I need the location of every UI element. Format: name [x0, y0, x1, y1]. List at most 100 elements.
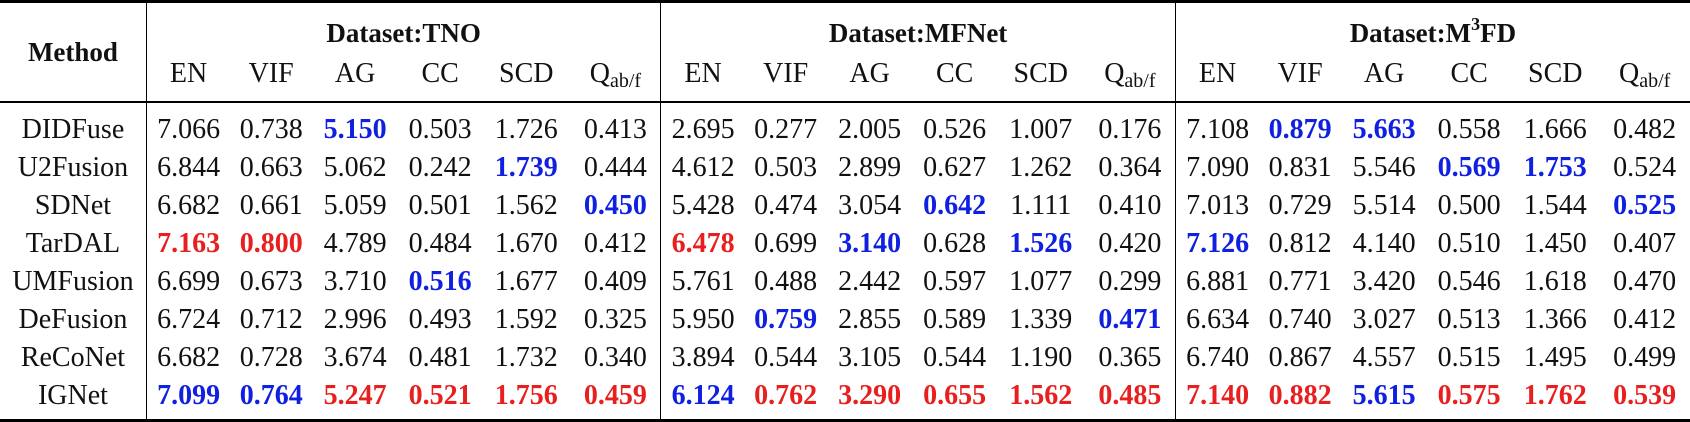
metric-value-cell: 0.412 [583, 228, 647, 259]
metric-value-cell: 0.655 [923, 380, 987, 411]
metric-value-cell: 1.739 [494, 152, 558, 183]
table-row: ReCoNet 6.682 0.728 3.674 0.481 1.732 0.340 3.8… [0, 339, 1690, 377]
metric-label: SCD [499, 57, 554, 89]
metric-label-subscript: ab/f [1639, 69, 1671, 92]
metric-value-cell: 0.546 [1437, 266, 1501, 297]
metric-value-cell: 3.140 [838, 228, 902, 259]
metric-value-cell: 0.277 [754, 114, 818, 145]
metric-label: VIF [248, 57, 294, 89]
metric-label: VIF [1277, 57, 1323, 89]
metric-label: VIF [763, 57, 809, 89]
metric-value-cell: 0.409 [583, 266, 647, 297]
metric-header: CC [1427, 49, 1511, 102]
metric-value-cell: 3.420 [1352, 266, 1416, 297]
metric-value-cell: 0.482 [1613, 114, 1677, 145]
table-row: TarDAL 7.163 0.800 4.789 0.484 1.670 0.412 6.47… [0, 225, 1690, 263]
metric-value-cell: 5.546 [1352, 152, 1416, 183]
metric-header: Qab/f [570, 49, 660, 102]
metric-value-cell: 0.450 [583, 190, 647, 221]
metric-value-cell: 3.105 [838, 342, 902, 373]
metric-value-cell: 3.674 [323, 342, 387, 373]
dataset-label: Dataset:TNO [326, 18, 481, 48]
metric-value-cell: 7.108 [1174, 102, 1260, 149]
metric-value-cell: 5.062 [323, 152, 387, 183]
method-name-cell: IGNet [37, 380, 108, 411]
metric-value-cell: 4.557 [1352, 342, 1416, 373]
metric-value-cell: 0.762 [754, 380, 818, 411]
metric-value-cell: 0.513 [1437, 304, 1501, 335]
metric-value-cell: 2.855 [838, 304, 902, 335]
metric-value-cell: 6.682 [145, 187, 231, 225]
metric-value-cell: 1.077 [1009, 266, 1073, 297]
metric-value-cell: 1.562 [494, 190, 558, 221]
metric-value-cell: 0.459 [583, 380, 647, 411]
table-body: DIDFuse 7.066 0.738 5.150 0.503 1.726 0.413 2.6… [0, 102, 1690, 421]
metric-label: AG [1363, 57, 1405, 89]
metric-value-cell: 0.510 [1437, 228, 1501, 259]
metric-value-cell: 5.663 [1352, 114, 1416, 145]
metric-label-subscript: ab/f [609, 69, 642, 92]
metric-value-cell: 0.558 [1437, 114, 1501, 145]
metric-label: EN [684, 57, 722, 89]
metric-value-cell: 0.364 [1098, 152, 1162, 183]
table-row: SDNet 6.682 0.661 5.059 0.501 1.562 0.450 5.428… [0, 187, 1690, 225]
metric-value-cell: 0.699 [754, 228, 818, 259]
metric-header: AG [1341, 49, 1427, 102]
metric-value-cell: 3.027 [1352, 304, 1416, 335]
method-column-header: Method [27, 36, 118, 67]
metric-value-cell: 1.592 [494, 304, 558, 335]
metric-value-cell: 0.501 [408, 190, 472, 221]
dataset-label-superscript: 3 [1471, 14, 1481, 34]
method-name-cell: UMFusion [12, 266, 134, 297]
metric-value-cell: 0.882 [1268, 380, 1332, 411]
metric-value-cell: 0.325 [583, 304, 647, 335]
metric-value-cell: 6.699 [145, 263, 231, 301]
metric-value-cell: 0.444 [583, 152, 647, 183]
metric-value-cell: 0.365 [1098, 342, 1162, 373]
metric-value-cell: 0.176 [1098, 114, 1162, 145]
metric-value-cell: 7.163 [145, 225, 231, 263]
metric-value-cell: 7.090 [1174, 149, 1260, 187]
metric-label-subscript: ab/f [1124, 69, 1156, 92]
table-header: Method Dataset:TNO Dataset:MFNet Dataset:M3… [0, 1, 1690, 102]
table-row: U2Fusion 6.844 0.663 5.062 0.242 1.739 0.444 4.… [0, 149, 1690, 187]
metric-header: EN [145, 49, 231, 102]
metric-value-cell: 6.682 [145, 339, 231, 377]
metric-value-cell: 0.575 [1437, 380, 1501, 411]
metric-value-cell: 5.761 [660, 263, 745, 301]
metric-label: AG [334, 57, 376, 89]
metric-value-cell: 0.413 [583, 114, 647, 145]
metric-value-cell: 0.499 [1613, 342, 1677, 373]
metric-value-cell: 6.124 [660, 377, 745, 421]
metric-value-cell: 0.879 [1268, 114, 1332, 145]
metric-value-cell: 0.771 [1268, 266, 1332, 297]
metric-value-cell: 1.756 [494, 380, 558, 411]
metric-value-cell: 0.481 [408, 342, 472, 373]
metric-value-cell: 0.663 [239, 152, 303, 183]
metric-value-cell: 0.728 [239, 342, 303, 373]
metric-value-cell: 0.410 [1098, 190, 1162, 221]
metric-value-cell: 0.484 [408, 228, 472, 259]
metric-value-cell: 0.831 [1268, 152, 1332, 183]
metric-value-cell: 5.514 [1352, 190, 1416, 221]
metric-value-cell: 0.340 [583, 342, 647, 373]
metric-value-cell: 1.495 [1523, 342, 1587, 373]
metric-value-cell: 6.478 [660, 225, 745, 263]
metric-value-cell: 7.066 [145, 102, 231, 149]
metric-header: CC [913, 49, 997, 102]
metric-value-cell: 0.800 [239, 228, 303, 259]
metric-value-cell: 3.290 [838, 380, 902, 411]
metric-header-row: EN VIF AG CC SCD Qab/f EN VIF AG CC SCD Qab/f EN VIF A… [0, 49, 1690, 102]
metric-value-cell: 1.726 [494, 114, 558, 145]
metric-value-cell: 0.485 [1098, 380, 1162, 411]
metric-header: AG [827, 49, 913, 102]
metric-value-cell: 3.894 [660, 339, 745, 377]
metric-value-cell: 6.740 [1174, 339, 1260, 377]
metric-value-cell: 5.615 [1352, 380, 1416, 411]
metric-header: Qab/f [1085, 49, 1175, 102]
metric-value-cell: 1.262 [1009, 152, 1073, 183]
dataset-header-row: Method Dataset:TNO Dataset:MFNet Dataset:M3… [0, 1, 1690, 67]
metric-value-cell: 0.420 [1098, 228, 1162, 259]
metric-header: EN [660, 49, 745, 102]
